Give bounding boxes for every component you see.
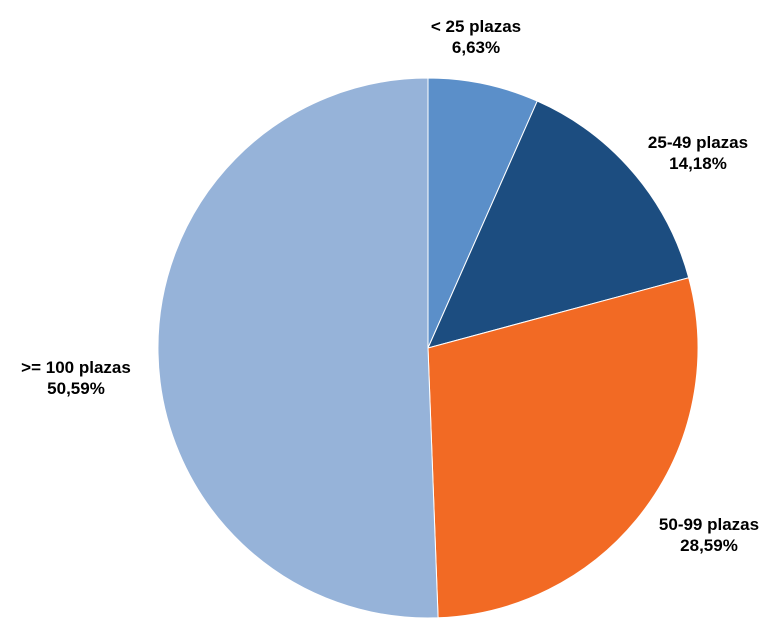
slice-label: < 25 plazas xyxy=(431,17,521,36)
pie-slice xyxy=(427,100,690,349)
slices-layer xyxy=(157,77,699,619)
slice-label: 50-99 plazas xyxy=(659,515,759,534)
slice-value-label: 28,59% xyxy=(680,536,738,555)
slice-value-label: 6,63% xyxy=(452,38,500,57)
slice-label: >= 100 plazas xyxy=(21,358,131,377)
slice-label: 25-49 plazas xyxy=(648,133,748,152)
slice-value-label: 14,18% xyxy=(669,154,727,173)
pie-slice xyxy=(427,77,538,349)
slice-value-label: 50,59% xyxy=(47,379,105,398)
pie-slice xyxy=(427,277,699,619)
pie-slice xyxy=(157,77,439,619)
labels-layer: < 25 plazas 6,63% 25-49 plazas 14,18% 50-99 … xyxy=(21,17,759,555)
